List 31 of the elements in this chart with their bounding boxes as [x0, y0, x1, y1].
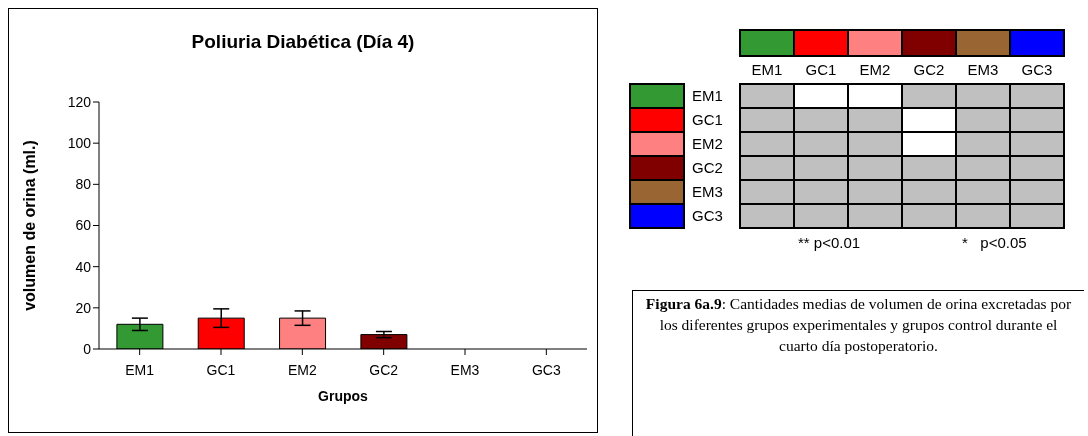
y-axis-title: volumen de orina (ml.)	[20, 140, 38, 311]
category-label: EM1	[751, 61, 783, 78]
text: Figura 6a.9: Cantidades medias de volumen de orina excretadas por los diferentes grupos experimentales y grupos control durante el cuarto día postoperatorio.	[632, 290, 1084, 436]
category-label: EM3	[692, 183, 723, 200]
category-label: EM2	[859, 61, 891, 78]
category-label: EM1	[692, 87, 723, 104]
y-tick-label: 40	[75, 258, 92, 275]
chart-title: Poliuria Diabética (Día 4)	[190, 31, 416, 53]
category-label: GC2	[913, 61, 945, 78]
category-label: EM3	[967, 61, 999, 78]
category-label: GC3	[692, 207, 723, 224]
y-tick-label: 100	[67, 135, 92, 152]
x-tick-label: EM2	[287, 361, 317, 378]
x-tick-label: EM1	[125, 361, 155, 378]
category-label: GC1	[805, 61, 837, 78]
y-tick-label: 80	[75, 176, 92, 193]
y-tick-label: 0	[83, 340, 92, 357]
category-label: GC2	[692, 159, 723, 176]
x-tick-label: GC2	[369, 361, 399, 378]
y-tick-label: 60	[75, 217, 92, 234]
x-axis-title: Grupos	[318, 388, 369, 404]
x-tick-label: EM3	[450, 361, 480, 378]
category-label: EM2	[692, 135, 723, 152]
y-tick-label: 20	[75, 299, 92, 316]
category-label: GC1	[692, 111, 723, 128]
text: ** p<0.01	[798, 234, 861, 251]
text: * p<0.05	[962, 234, 1027, 251]
x-tick-label: GC1	[206, 361, 236, 378]
y-tick-label: 120	[67, 93, 92, 110]
x-tick-label: GC3	[531, 361, 561, 378]
category-label: GC3	[1021, 61, 1053, 78]
